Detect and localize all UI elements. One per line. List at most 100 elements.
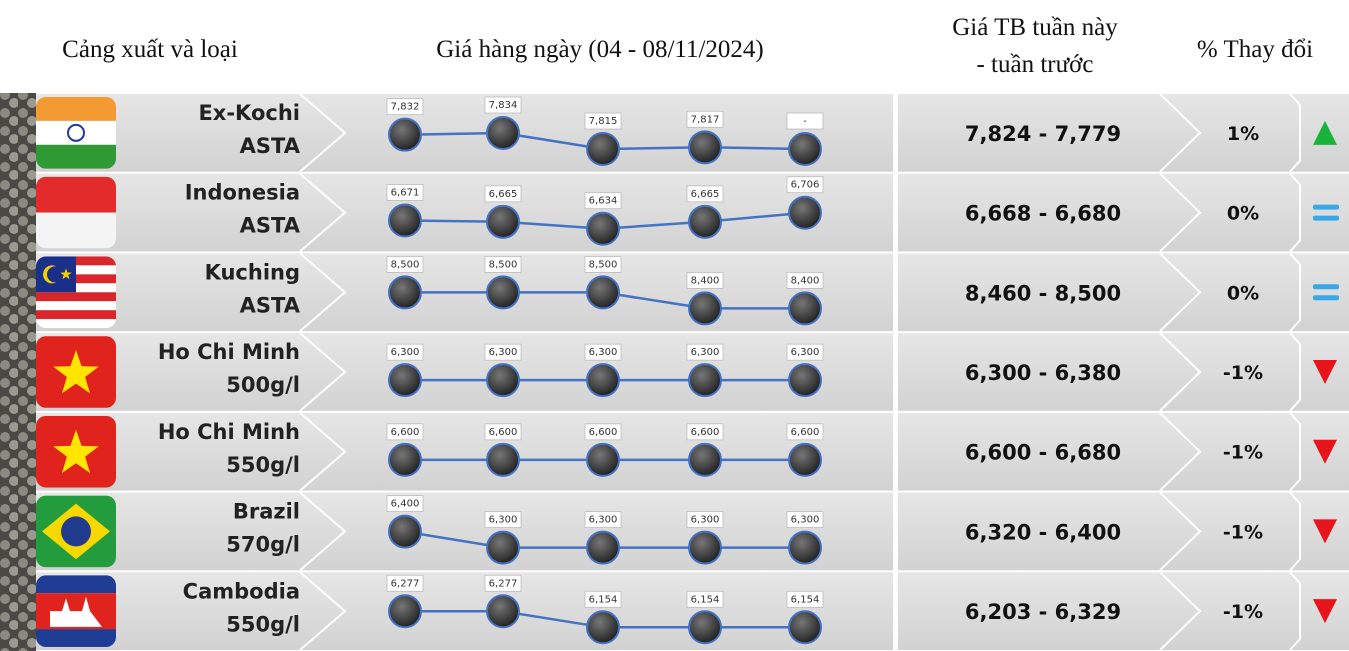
header-col3: Giá TB tuần này — [952, 14, 1118, 41]
row-grade: ASTA — [240, 134, 301, 158]
flag — [36, 336, 116, 408]
change: 1% — [1227, 123, 1259, 145]
flag-band — [36, 177, 116, 213]
price-dot — [789, 364, 821, 396]
row-divider — [893, 572, 898, 650]
row-name: Ho Chi Minh — [158, 420, 300, 444]
flag-band — [36, 145, 116, 169]
price-dot — [789, 532, 821, 564]
header-col1: Cảng xuất và loại — [62, 36, 238, 63]
pepper-texture — [0, 93, 36, 651]
row-divider — [893, 94, 898, 172]
price-dot — [587, 213, 619, 245]
trend-equal — [1313, 205, 1339, 210]
price-dot — [389, 444, 421, 476]
price-dot — [587, 611, 619, 643]
row-divider — [893, 493, 898, 571]
price-label: 7,817 — [691, 114, 720, 125]
row-divider — [893, 413, 898, 491]
pepper-price-board: Cảng xuất và loại Giá hàng ngày (04 - 08… — [0, 0, 1349, 651]
row-divider — [893, 333, 898, 411]
price-dot — [789, 133, 821, 165]
price-label: 6,600 — [791, 427, 820, 438]
change: -1% — [1223, 442, 1263, 464]
price-label: 6,154 — [589, 594, 618, 605]
trend-equal — [1313, 284, 1339, 289]
average: 6,300 - 6,380 — [965, 361, 1121, 385]
row-name: Ho Chi Minh — [158, 340, 300, 364]
row-grade: ASTA — [240, 293, 301, 317]
price-label: 8,400 — [791, 275, 820, 286]
price-dot — [689, 292, 721, 324]
flag — [36, 575, 116, 647]
price-dot — [789, 444, 821, 476]
row-grade: 500g/l — [226, 373, 300, 397]
price-dot — [487, 444, 519, 476]
row-name: Cambodia — [183, 579, 300, 603]
price-label: 6,600 — [391, 427, 420, 438]
change: -1% — [1223, 521, 1263, 543]
price-label: 7,834 — [489, 100, 518, 111]
flag — [36, 97, 116, 169]
average: 6,320 - 6,400 — [965, 520, 1121, 544]
price-label: 8,400 — [691, 275, 720, 286]
row: Ho Chi Minh500g/l6,3006,3006,3006,3006,3… — [36, 333, 1349, 411]
price-dot — [587, 532, 619, 564]
flag-globe — [61, 516, 91, 546]
price-label: 6,300 — [691, 515, 720, 526]
change: 0% — [1227, 282, 1259, 304]
average: 6,203 - 6,329 — [965, 600, 1121, 624]
price-dot — [789, 197, 821, 229]
price-label: 6,300 — [589, 347, 618, 358]
row-name: Indonesia — [185, 181, 300, 205]
price-label: 6,154 — [791, 594, 820, 605]
price-label: - — [803, 116, 807, 127]
row-grade: 570g/l — [226, 533, 300, 557]
average: 7,824 - 7,779 — [965, 122, 1121, 146]
row: KuchingASTA8,5008,5008,5008,4008,4008,46… — [36, 253, 1349, 331]
price-dot — [689, 364, 721, 396]
header-col3: - tuần trước — [976, 51, 1093, 78]
flag-band — [36, 292, 116, 301]
price-dot — [389, 595, 421, 627]
row-grade: 550g/l — [226, 453, 300, 477]
price-label: 6,665 — [489, 189, 518, 200]
price-dot — [389, 204, 421, 236]
price-dot — [689, 532, 721, 564]
price-dot — [789, 611, 821, 643]
price-label: 6,300 — [391, 347, 420, 358]
price-label: 8,500 — [589, 259, 618, 270]
flag — [36, 256, 116, 328]
price-dot — [587, 364, 619, 396]
price-label: 7,815 — [589, 116, 618, 127]
price-label: 6,300 — [489, 515, 518, 526]
row: Ho Chi Minh550g/l6,6006,6006,6006,6006,6… — [36, 413, 1349, 491]
trend-equal — [1313, 295, 1339, 300]
flag — [36, 496, 116, 568]
row-name: Ex-Kochi — [198, 101, 300, 125]
flag — [36, 177, 116, 249]
average: 6,600 - 6,680 — [965, 441, 1121, 465]
price-label: 6,634 — [589, 196, 618, 207]
price-label: 6,300 — [791, 515, 820, 526]
price-label: 6,665 — [691, 189, 720, 200]
price-dot — [689, 131, 721, 163]
row-grade: ASTA — [240, 214, 301, 238]
header-col4: % Thay đổi — [1197, 36, 1313, 63]
price-dot — [487, 117, 519, 149]
price-dot — [487, 595, 519, 627]
price-dot — [689, 611, 721, 643]
price-label: 8,500 — [489, 259, 518, 270]
row-divider — [893, 253, 898, 331]
price-label: 6,671 — [391, 187, 420, 198]
row-divider — [893, 174, 898, 252]
price-label: 8,500 — [391, 259, 420, 270]
row-grade: 550g/l — [226, 612, 300, 636]
price-dot — [389, 364, 421, 396]
price-label: 6,706 — [791, 180, 820, 191]
average: 8,460 - 8,500 — [965, 281, 1121, 305]
price-label: 6,277 — [489, 578, 518, 589]
price-label: 6,300 — [589, 515, 618, 526]
